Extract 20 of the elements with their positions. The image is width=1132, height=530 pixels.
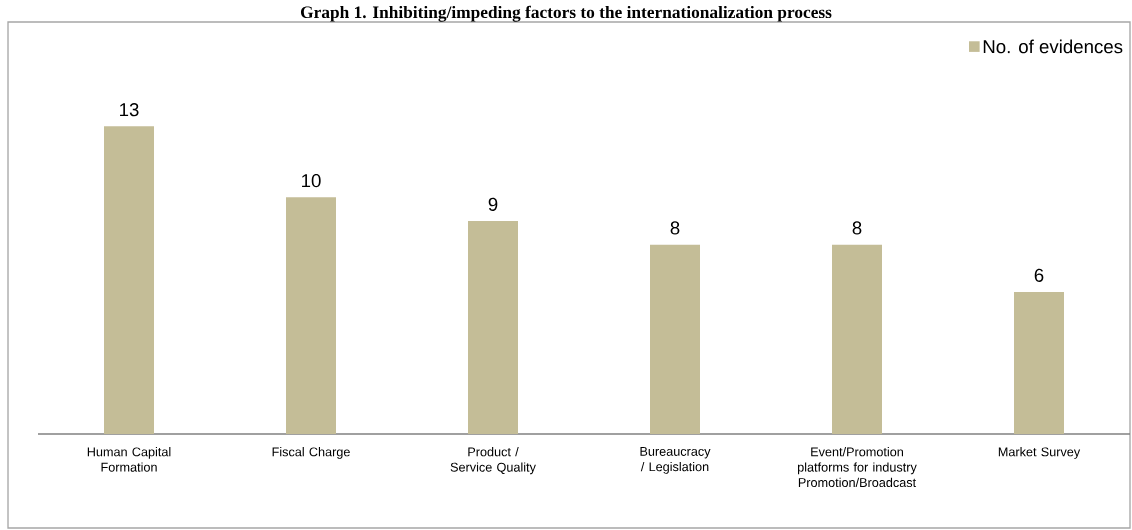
data-label: 6 bbox=[1034, 268, 1044, 282]
data-label: 8 bbox=[670, 221, 680, 235]
legend-label: No. of evidences bbox=[983, 39, 1123, 54]
bar bbox=[286, 197, 336, 434]
data-label: 10 bbox=[302, 174, 321, 188]
bar bbox=[104, 126, 155, 434]
x-tick-label: Event/Promotion platforms for industry Promotion/Broadcast bbox=[797, 447, 917, 488]
chart-title: Graph 1. Inhibiting/impeding factors to the internationalization process bbox=[300, 5, 832, 22]
data-label: 8 bbox=[852, 221, 862, 235]
x-tick-label: Product / Service Quality bbox=[450, 447, 536, 475]
x-tick-label: Bureaucracy / Legislation bbox=[640, 447, 711, 474]
data-label: 9 bbox=[488, 197, 498, 211]
data-label: 13 bbox=[120, 103, 139, 117]
x-tick-label: Fiscal Charge bbox=[272, 447, 350, 459]
bar bbox=[832, 244, 882, 434]
x-tick-label: Market Survey bbox=[998, 447, 1081, 459]
bar bbox=[650, 244, 700, 434]
bar bbox=[468, 220, 518, 434]
bar bbox=[1014, 291, 1064, 434]
x-tick-label: Human Capital Formation bbox=[87, 447, 171, 472]
